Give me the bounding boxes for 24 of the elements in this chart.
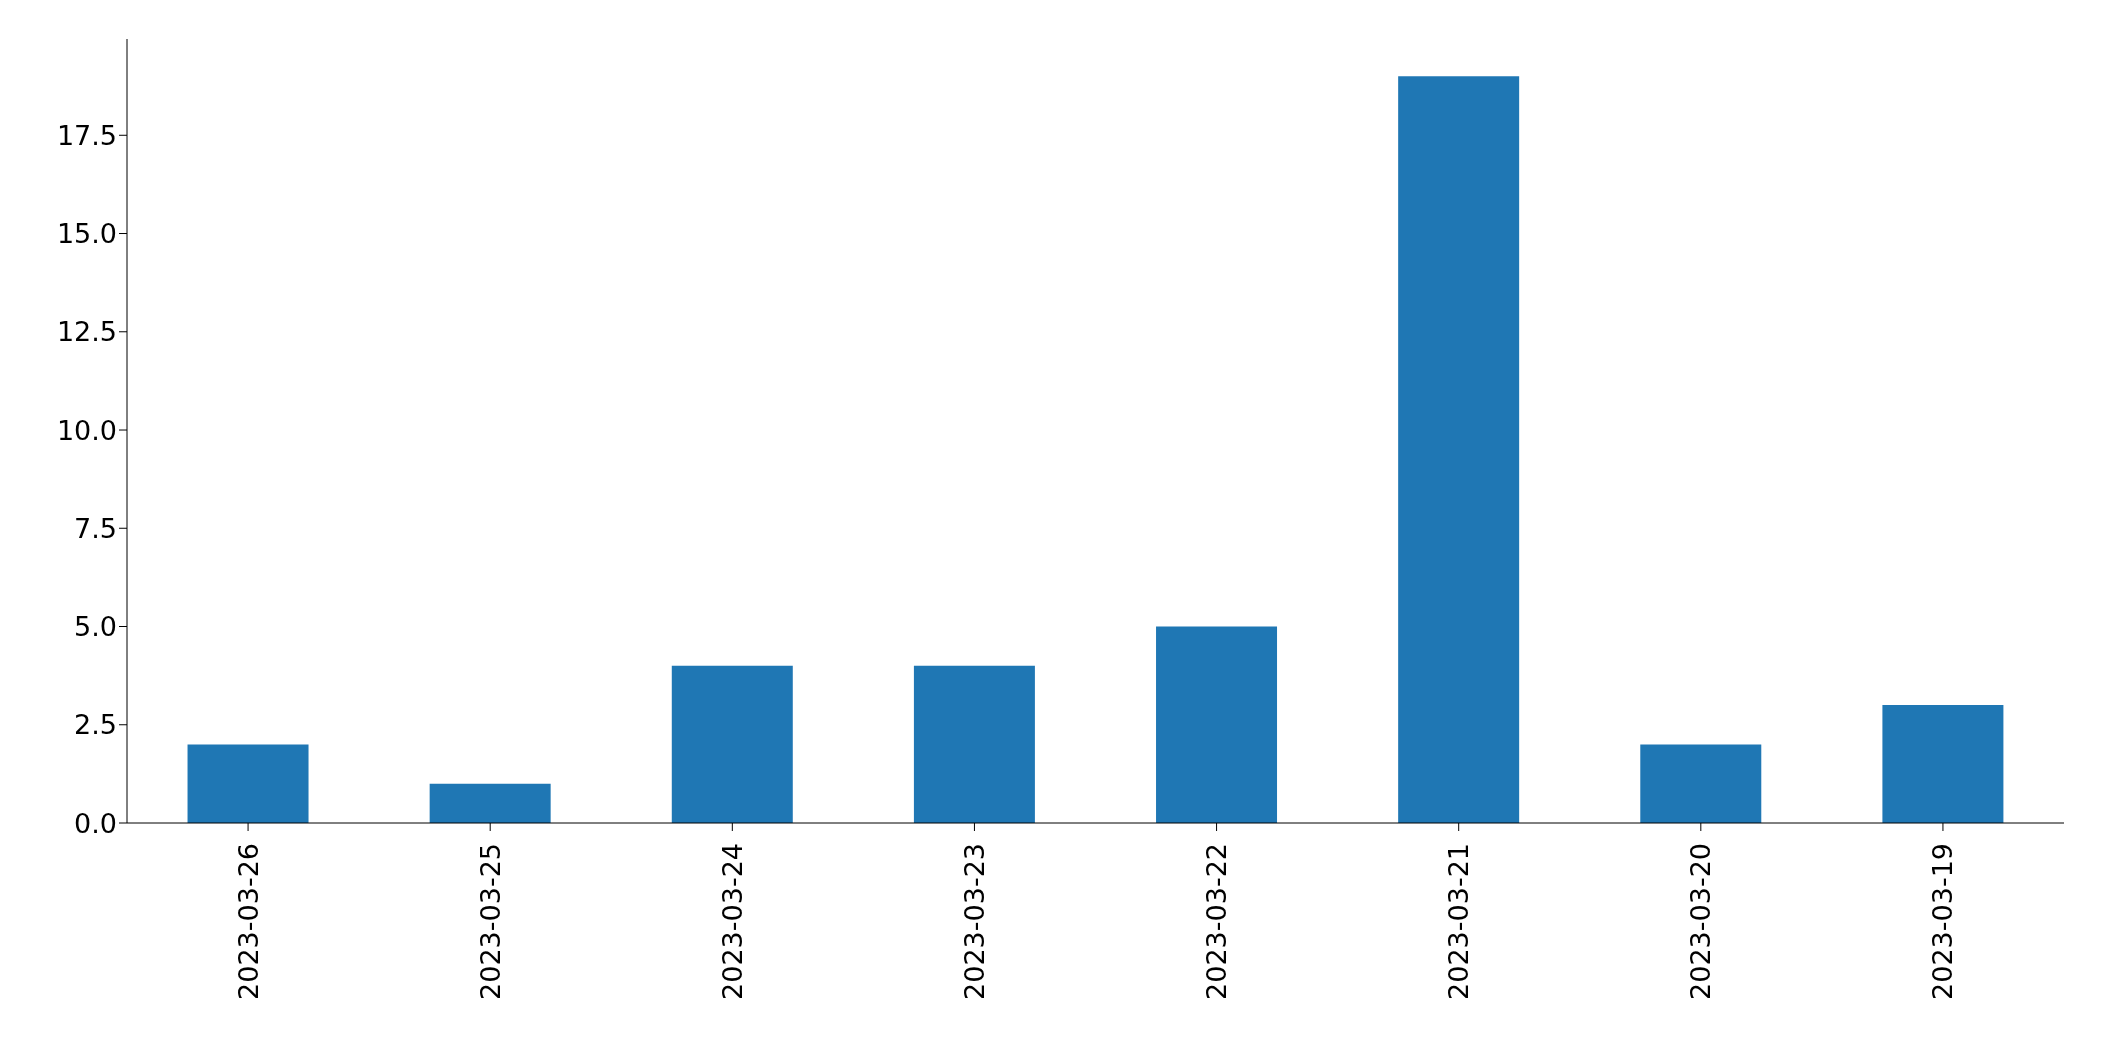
x-tick-label: 2023-03-26 [232,843,264,1000]
y-tick-label: 7.5 [74,512,117,544]
x-tick-label: 2023-03-23 [958,843,990,1000]
x-tick-label: 2023-03-21 [1443,843,1475,1000]
bar [1640,744,1762,823]
x-tick-label: 2023-03-19 [1927,843,1959,1000]
x-tick-label: 2023-03-22 [1201,843,1233,1000]
bar [1156,626,1278,823]
bar [913,665,1035,823]
bar [1398,76,1520,823]
bar [187,744,309,823]
y-tick-label: 15.0 [56,218,117,250]
bar [1882,705,2004,823]
bar [429,783,551,823]
y-tick-label: 2.5 [74,709,117,741]
y-tick-label: 0.0 [74,807,117,839]
y-tick-label: 5.0 [74,611,117,643]
y-tick-label: 17.5 [56,119,117,151]
bar [671,665,793,823]
x-tick-label: 2023-03-24 [716,843,748,1000]
y-tick-label: 12.5 [56,316,117,348]
x-tick-label: 2023-03-20 [1685,843,1717,1000]
y-tick-label: 10.0 [56,414,117,446]
x-tick-label: 2023-03-25 [474,843,506,1000]
